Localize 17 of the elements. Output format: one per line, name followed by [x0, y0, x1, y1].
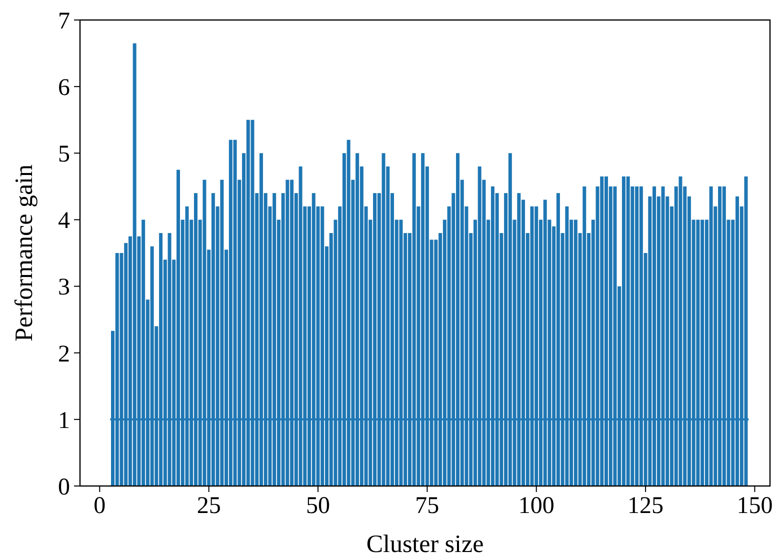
- x-tick-label: 0: [94, 493, 106, 519]
- x-tick-label: 50: [306, 493, 330, 519]
- x-axis-title: Cluster size: [366, 531, 484, 558]
- y-tick-label: 3: [58, 274, 70, 301]
- x-tick-label: 100: [518, 493, 554, 519]
- x-tick-label: 125: [628, 493, 664, 519]
- x-tick-label: 150: [736, 493, 773, 519]
- x-tick-label: 25: [196, 493, 221, 519]
- x-tick-label: 75: [415, 493, 440, 519]
- y-axis-title: Performance gain: [11, 164, 38, 342]
- y-tick-label: 4: [58, 208, 70, 234]
- y-tick-label: 6: [58, 74, 70, 101]
- y-tick-label: 5: [58, 142, 70, 168]
- y-tick-label: 1: [58, 408, 70, 434]
- y-tick-label: 7: [58, 8, 70, 34]
- y-tick-label: 0: [58, 474, 70, 500]
- y-tick-label: 2: [58, 341, 70, 368]
